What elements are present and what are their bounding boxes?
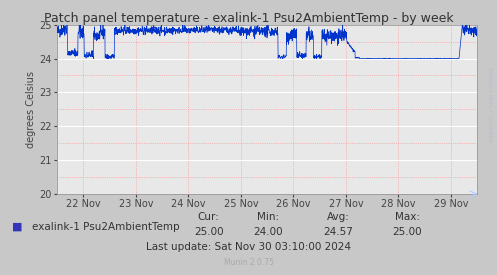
Text: 25.00: 25.00	[393, 227, 422, 237]
Text: Min:: Min:	[257, 212, 279, 222]
Text: 24.57: 24.57	[323, 227, 353, 237]
Text: Max:: Max:	[395, 212, 420, 222]
Text: 24.00: 24.00	[253, 227, 283, 237]
Y-axis label: degrees Celsius: degrees Celsius	[26, 71, 36, 148]
Text: ■: ■	[12, 222, 23, 232]
Text: RRDTOOL / TOBI OETIKER: RRDTOOL / TOBI OETIKER	[490, 67, 495, 142]
Text: 25.00: 25.00	[194, 227, 224, 237]
Text: Munin 2.0.75: Munin 2.0.75	[224, 258, 273, 267]
Text: Last update: Sat Nov 30 03:10:00 2024: Last update: Sat Nov 30 03:10:00 2024	[146, 243, 351, 252]
Text: exalink-1 Psu2AmbientTemp: exalink-1 Psu2AmbientTemp	[32, 222, 180, 232]
Text: Avg:: Avg:	[327, 212, 349, 222]
Text: Cur:: Cur:	[198, 212, 220, 222]
Text: Patch panel temperature - exalink-1 Psu2AmbientTemp - by week: Patch panel temperature - exalink-1 Psu2…	[44, 12, 453, 25]
